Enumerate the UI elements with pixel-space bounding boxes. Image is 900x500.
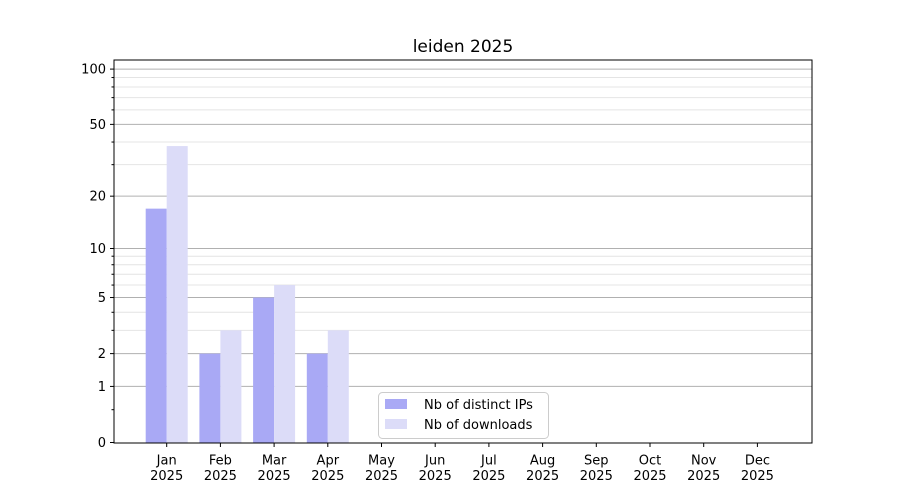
x-tick-label-year-jul: 2025	[472, 469, 505, 484]
x-tick-label-month-aug: Aug	[530, 454, 555, 469]
x-tick-label-month-mar: Mar	[262, 454, 287, 469]
plot-border	[113, 59, 813, 444]
legend-swatch-distinct-ips-icon	[385, 399, 407, 409]
x-tick-label-year-feb: 2025	[204, 469, 237, 484]
legend-box	[378, 392, 549, 439]
major-gridlines	[114, 68, 812, 387]
bar-nb-of-downloads-apr	[327, 330, 349, 443]
x-tick-label-month-dec: Dec	[745, 454, 770, 469]
x-tick-label-year-nov: 2025	[687, 469, 720, 484]
y-tick-label-50: 50	[89, 118, 106, 133]
y-tick-label-10: 10	[89, 242, 106, 257]
x-tick-label-month-may: May	[368, 454, 395, 469]
y-tick-label-1: 1	[98, 380, 106, 395]
y-tick-label-5: 5	[98, 291, 106, 306]
x-tick-label-month-oct: Oct	[639, 454, 661, 469]
legend-label-distinct-ips: Nb of distinct IPs	[424, 398, 533, 413]
bar-nb-of-distinct-ips-feb	[199, 353, 221, 443]
x-tick-label-month-sep: Sep	[584, 454, 609, 469]
x-tick-label-month-apr: Apr	[317, 454, 340, 469]
y-axis-tick-labels: 0 1 2 5 10 20 50 100	[81, 63, 106, 451]
bar-nb-of-downloads-feb	[220, 330, 242, 443]
x-axis-tick-labels: Jan2025Feb2025Mar2025Apr2025May2025Jun20…	[150, 454, 774, 485]
legend-swatch-downloads-icon	[385, 419, 407, 429]
chart-title: leiden 2025	[413, 37, 514, 57]
y-tick-label-100: 100	[81, 63, 106, 78]
x-tick-label-month-feb: Feb	[209, 454, 232, 469]
bar-nb-of-distinct-ips-jan	[145, 208, 167, 443]
x-tick-label-month-jul: Jul	[480, 454, 497, 469]
x-tick-label-year-aug: 2025	[526, 469, 559, 484]
x-tick-label-year-sep: 2025	[580, 469, 613, 484]
x-tick-label-year-may: 2025	[365, 469, 398, 484]
bars	[145, 146, 349, 444]
x-tick-label-year-jan: 2025	[150, 469, 183, 484]
axis-tick-marks	[110, 68, 758, 447]
y-tick-label-2: 2	[98, 347, 106, 362]
x-tick-label-month-jun: Jun	[424, 454, 445, 469]
minor-gridlines	[114, 77, 812, 331]
x-tick-label-year-dec: 2025	[741, 469, 774, 484]
legend: Nb of distinct IPs Nb of downloads	[378, 392, 549, 439]
bar-nb-of-distinct-ips-apr	[306, 353, 328, 443]
x-tick-label-year-mar: 2025	[258, 469, 291, 484]
bar-nb-of-downloads-jan	[166, 146, 188, 444]
x-tick-label-month-jan: Jan	[156, 454, 177, 469]
legend-label-downloads: Nb of downloads	[424, 418, 533, 433]
x-tick-label-year-oct: 2025	[633, 469, 666, 484]
x-tick-label-year-apr: 2025	[311, 469, 344, 484]
bar-nb-of-downloads-mar	[274, 285, 296, 443]
x-tick-label-month-nov: Nov	[691, 454, 717, 469]
y-tick-label-20: 20	[89, 190, 106, 205]
y-tick-label-0: 0	[98, 436, 106, 451]
bar-nb-of-distinct-ips-mar	[253, 297, 275, 443]
x-tick-label-year-jun: 2025	[419, 469, 452, 484]
